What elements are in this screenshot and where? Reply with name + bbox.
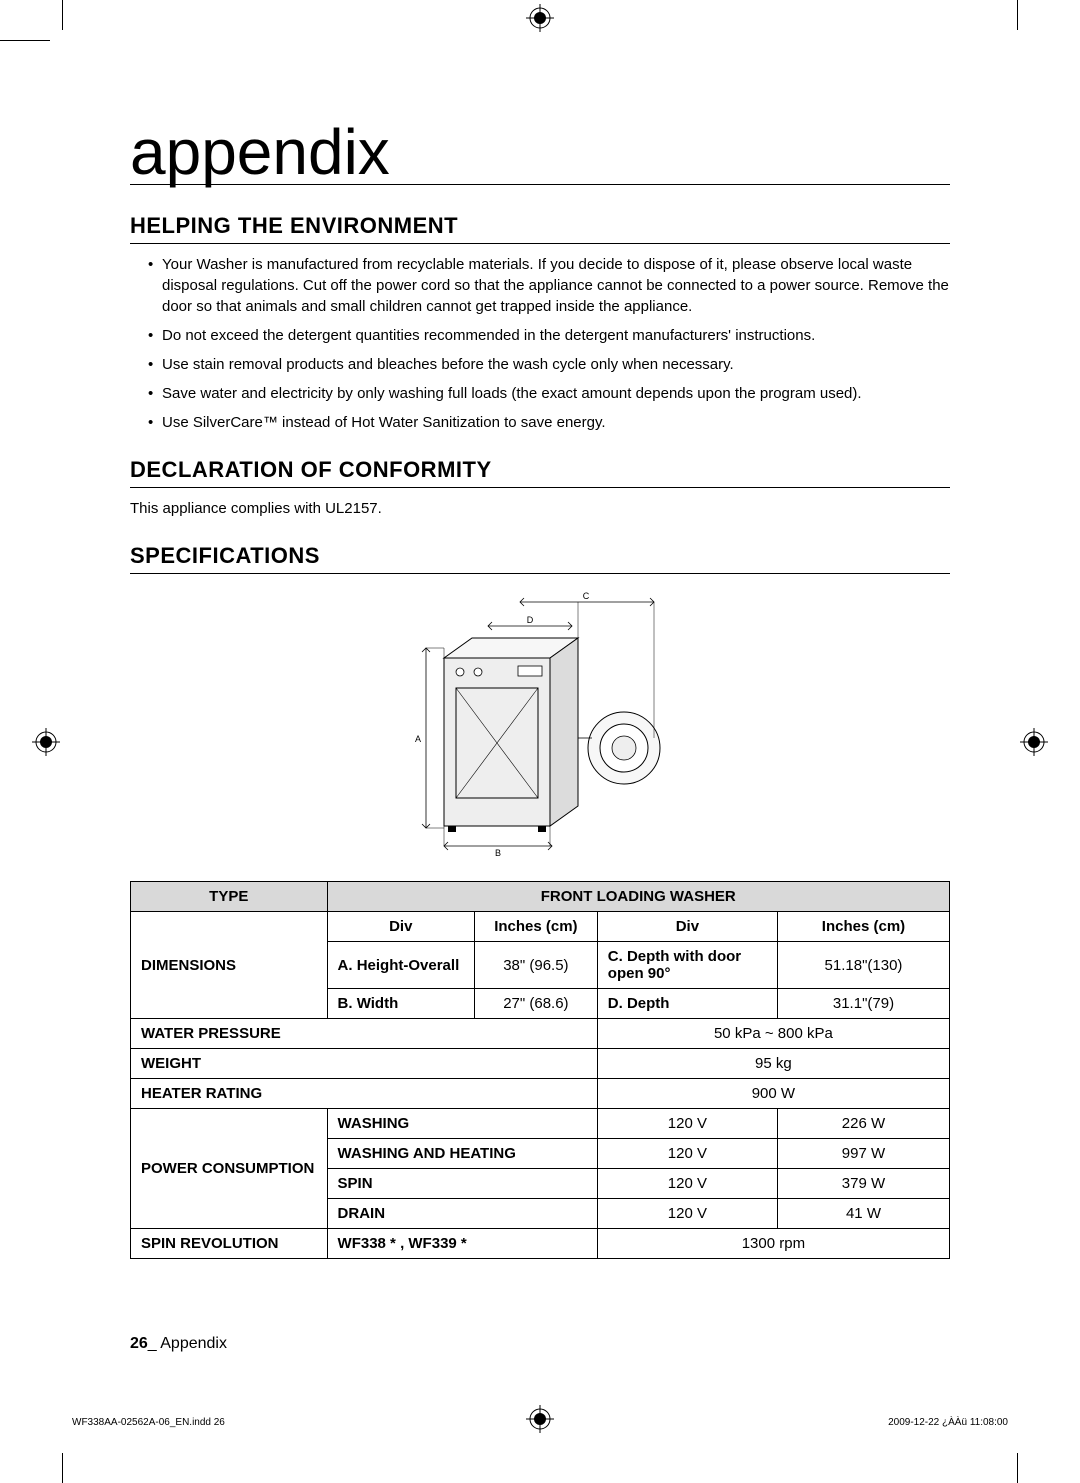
print-meta-right: 2009-12-22 ¿ÀÀü 11:08:00 bbox=[888, 1417, 1008, 1428]
dim-b-label: B. Width bbox=[327, 989, 474, 1019]
power-v: 120 V bbox=[597, 1109, 777, 1139]
heater-value: 900 W bbox=[597, 1079, 949, 1109]
weight-label: WEIGHT bbox=[131, 1049, 598, 1079]
spin-rev-models: WF338 * , WF339 * bbox=[327, 1229, 597, 1259]
water-pressure-value: 50 kPa ~ 800 kPa bbox=[597, 1019, 949, 1049]
col-div: Div bbox=[327, 912, 474, 942]
table-row: TYPE FRONT LOADING WASHER bbox=[131, 882, 950, 912]
section-heading-conformity: DECLARATION OF CONFORMITY bbox=[130, 457, 950, 488]
power-w: 997 W bbox=[777, 1139, 949, 1169]
crop-mark bbox=[0, 40, 50, 41]
dim-b-value: 27" (68.6) bbox=[474, 989, 597, 1019]
diagram-label-b: B bbox=[495, 848, 501, 858]
crop-mark bbox=[62, 1453, 63, 1483]
list-item: Use SilverCare™ instead of Hot Water San… bbox=[148, 412, 950, 433]
dim-d-value: 31.1"(79) bbox=[777, 989, 949, 1019]
power-v: 120 V bbox=[597, 1169, 777, 1199]
section-heading-environment: HELPING THE ENVIRONMENT bbox=[130, 213, 950, 244]
power-w: 379 W bbox=[777, 1169, 949, 1199]
page-number: 26 bbox=[130, 1335, 148, 1352]
power-w: 226 W bbox=[777, 1109, 949, 1139]
washer-diagram: C D A B bbox=[130, 588, 950, 863]
section-heading-specifications: SPECIFICATIONS bbox=[130, 543, 950, 574]
crop-mark bbox=[1017, 1453, 1018, 1483]
spin-rev-value: 1300 rpm bbox=[597, 1229, 949, 1259]
spin-rev-label: SPIN REVOLUTION bbox=[131, 1229, 328, 1259]
power-mode: WASHING AND HEATING bbox=[327, 1139, 597, 1169]
registration-mark-icon bbox=[526, 4, 554, 32]
power-w: 41 W bbox=[777, 1199, 949, 1229]
table-row: HEATER RATING 900 W bbox=[131, 1079, 950, 1109]
dim-d-label: D. Depth bbox=[597, 989, 777, 1019]
list-item: Use stain removal products and bleaches … bbox=[148, 354, 950, 375]
list-item: Do not exceed the detergent quantities r… bbox=[148, 325, 950, 346]
specifications-table: TYPE FRONT LOADING WASHER DIMENSIONS Div… bbox=[130, 881, 950, 1259]
water-pressure-label: WATER PRESSURE bbox=[131, 1019, 598, 1049]
page-title: appendix bbox=[130, 120, 950, 185]
crop-mark bbox=[1017, 0, 1018, 30]
table-row: SPIN REVOLUTION WF338 * , WF339 * 1300 r… bbox=[131, 1229, 950, 1259]
power-mode: SPIN bbox=[327, 1169, 597, 1199]
table-row: DIMENSIONS Div Inches (cm) Div Inches (c… bbox=[131, 912, 950, 942]
dim-a-label: A. Height-Overall bbox=[327, 942, 474, 989]
table-row: POWER CONSUMPTION WASHING 120 V 226 W bbox=[131, 1109, 950, 1139]
conformity-text: This appliance complies with UL2157. bbox=[130, 498, 950, 519]
print-meta-left: WF338AA-02562A-06_EN.indd 26 bbox=[72, 1417, 225, 1428]
diagram-label-a: A bbox=[415, 734, 421, 744]
table-row: WEIGHT 95 kg bbox=[131, 1049, 950, 1079]
power-mode: WASHING bbox=[327, 1109, 597, 1139]
page-footer: 26_ Appendix bbox=[130, 1335, 227, 1353]
heater-label: HEATER RATING bbox=[131, 1079, 598, 1109]
registration-mark-icon bbox=[32, 728, 60, 756]
registration-mark-icon bbox=[1020, 728, 1048, 756]
power-v: 120 V bbox=[597, 1199, 777, 1229]
type-label: TYPE bbox=[131, 882, 328, 912]
list-item: Your Washer is manufactured from recycla… bbox=[148, 254, 950, 317]
dim-c-value: 51.18"(130) bbox=[777, 942, 949, 989]
dim-a-value: 38" (96.5) bbox=[474, 942, 597, 989]
weight-value: 95 kg bbox=[597, 1049, 949, 1079]
col-inches: Inches (cm) bbox=[474, 912, 597, 942]
type-value: FRONT LOADING WASHER bbox=[327, 882, 949, 912]
crop-mark bbox=[62, 0, 63, 30]
power-v: 120 V bbox=[597, 1139, 777, 1169]
diagram-label-c: C bbox=[583, 591, 590, 601]
col-div: Div bbox=[597, 912, 777, 942]
power-label: POWER CONSUMPTION bbox=[131, 1109, 328, 1229]
diagram-label-d: D bbox=[527, 615, 534, 625]
power-mode: DRAIN bbox=[327, 1199, 597, 1229]
footer-label: _ Appendix bbox=[148, 1335, 227, 1352]
registration-mark-icon bbox=[526, 1405, 554, 1433]
table-row: WATER PRESSURE 50 kPa ~ 800 kPa bbox=[131, 1019, 950, 1049]
list-item: Save water and electricity by only washi… bbox=[148, 383, 950, 404]
environment-bullet-list: Your Washer is manufactured from recycla… bbox=[130, 254, 950, 433]
dimensions-label: DIMENSIONS bbox=[131, 912, 328, 1019]
dim-c-label: C. Depth with door open 90° bbox=[597, 942, 777, 989]
col-inches: Inches (cm) bbox=[777, 912, 949, 942]
